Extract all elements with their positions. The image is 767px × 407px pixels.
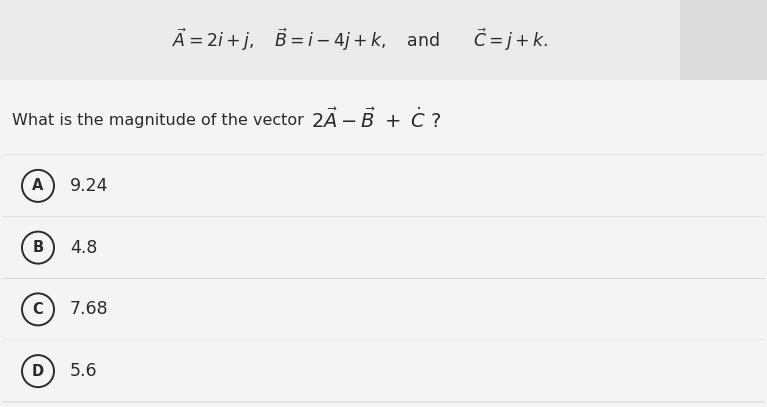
Bar <box>0 278 767 340</box>
Text: 5.6: 5.6 <box>70 362 97 380</box>
Text: 4.8: 4.8 <box>70 239 97 257</box>
Text: 9.24: 9.24 <box>70 177 108 195</box>
Bar <box>0 155 767 217</box>
Text: What is the magnitude of the vector: What is the magnitude of the vector <box>12 112 308 127</box>
Text: $2\vec{A} - \vec{B}\ +\ \dot{C}\ ?$: $2\vec{A} - \vec{B}\ +\ \dot{C}\ ?$ <box>311 108 442 132</box>
Bar <box>0 217 767 278</box>
Bar <box>0 340 767 402</box>
Bar <box>680 0 767 80</box>
Text: B: B <box>32 240 44 255</box>
Bar <box>0 0 767 80</box>
Text: $\vec{A} = 2i + j,\quad \vec{B} = i - 4j + k,\quad \mathrm{and} \qquad \vec{C} =: $\vec{A} = 2i + j,\quad \vec{B} = i - 4j… <box>173 27 548 53</box>
Text: A: A <box>32 178 44 193</box>
Text: C: C <box>33 302 44 317</box>
Text: D: D <box>32 363 44 379</box>
Text: 7.68: 7.68 <box>70 300 109 318</box>
